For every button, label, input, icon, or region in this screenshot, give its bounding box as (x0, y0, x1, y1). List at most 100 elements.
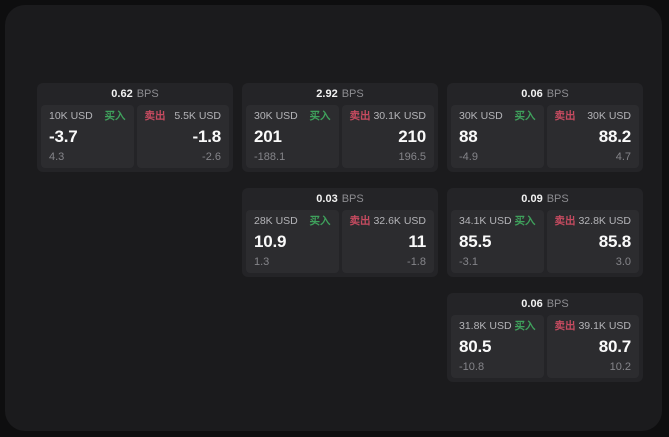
buy-notional: 34.1K USD (459, 215, 512, 227)
sell-pane[interactable]: 卖出 30.1K USD 210 196.5 (341, 105, 434, 168)
quote-card: 0.62 BPS 10K USD 买入 -3.7 4.3 卖出 5.5K USD… (37, 83, 233, 172)
buy-delta: 1.3 (254, 255, 270, 268)
sell-side-label: 卖出 (349, 110, 371, 122)
bps-unit-label: BPS (341, 88, 364, 100)
card-body: 34.1K USD 买入 85.5 -3.1 卖出 32.8K USD 85.8… (447, 207, 643, 277)
sell-pane[interactable]: 卖出 39.1K USD 80.7 10.2 (546, 315, 639, 378)
sell-notional: 5.5K USD (174, 110, 221, 122)
buy-price: 10.9 (254, 231, 287, 251)
bps-value: 0.06 (521, 88, 543, 100)
card-body: 30K USD 买入 88 -4.9 卖出 30K USD 88.2 4.7 (447, 102, 643, 172)
card-header: 0.09 BPS (447, 188, 643, 207)
buy-side-label: 买入 (104, 110, 126, 122)
buy-delta: 4.3 (49, 150, 65, 163)
buy-pane[interactable]: 10K USD 买入 -3.7 4.3 (41, 105, 134, 168)
sell-notional: 30K USD (587, 110, 631, 122)
cards-grid: 0.62 BPS 10K USD 买入 -3.7 4.3 卖出 5.5K USD… (37, 83, 643, 382)
buy-side-label: 买入 (514, 320, 536, 332)
buy-price: -3.7 (49, 126, 78, 146)
buy-notional: 30K USD (254, 110, 298, 122)
buy-delta: -188.1 (254, 150, 286, 163)
bps-value: 0.09 (521, 193, 543, 205)
sell-side-label: 卖出 (144, 110, 166, 122)
buy-pane[interactable]: 31.8K USD 买入 80.5 -10.8 (451, 315, 544, 378)
buy-pane-header: 34.1K USD 买入 (459, 215, 536, 228)
buy-notional: 31.8K USD (459, 320, 512, 332)
quote-card: 2.92 BPS 30K USD 买入 201 -188.1 卖出 30.1K … (242, 83, 438, 172)
buy-delta: -4.9 (459, 150, 478, 163)
buy-pane[interactable]: 30K USD 买入 88 -4.9 (451, 105, 544, 168)
sell-side-label: 卖出 (554, 110, 576, 122)
bps-unit-label: BPS (136, 88, 159, 100)
sell-pane[interactable]: 卖出 30K USD 88.2 4.7 (546, 105, 639, 168)
bps-unit-label: BPS (341, 193, 364, 205)
card-header: 0.06 BPS (447, 293, 643, 312)
quote-card: 0.06 BPS 30K USD 买入 88 -4.9 卖出 30K USD 8… (447, 83, 643, 172)
sell-pane[interactable]: 卖出 32.6K USD 11 -1.8 (341, 210, 434, 273)
sell-price: -1.8 (192, 126, 222, 146)
bps-value: 0.06 (521, 298, 543, 310)
card-body: 10K USD 买入 -3.7 4.3 卖出 5.5K USD -1.8 -2.… (37, 102, 233, 172)
sell-delta: 4.7 (615, 150, 631, 163)
buy-notional: 30K USD (459, 110, 503, 122)
sell-notional: 39.1K USD (578, 320, 631, 332)
sell-pane-header: 卖出 32.8K USD (554, 215, 632, 228)
sell-pane-header: 卖出 32.6K USD (349, 215, 427, 228)
sell-pane-header: 卖出 30K USD (554, 110, 632, 123)
buy-pane[interactable]: 30K USD 买入 201 -188.1 (246, 105, 339, 168)
buy-pane-header: 30K USD 买入 (254, 110, 331, 123)
sell-side-label: 卖出 (554, 215, 576, 227)
buy-pane-header: 30K USD 买入 (459, 110, 536, 123)
buy-side-label: 买入 (309, 215, 331, 227)
sell-price: 11 (408, 231, 426, 251)
card-body: 30K USD 买入 201 -188.1 卖出 30.1K USD 210 1… (242, 102, 438, 172)
buy-price: 88 (459, 126, 478, 146)
sell-notional: 30.1K USD (373, 110, 426, 122)
buy-pane-header: 28K USD 买入 (254, 215, 331, 228)
sell-delta: 10.2 (609, 360, 631, 373)
sell-notional: 32.8K USD (578, 215, 631, 227)
buy-delta: -10.8 (459, 360, 485, 373)
buy-side-label: 买入 (309, 110, 331, 122)
trading-panel: 0.62 BPS 10K USD 买入 -3.7 4.3 卖出 5.5K USD… (5, 5, 662, 431)
quote-card: 0.06 BPS 31.8K USD 买入 80.5 -10.8 卖出 39.1… (447, 293, 643, 382)
buy-side-label: 买入 (514, 110, 536, 122)
quote-card: 0.03 BPS 28K USD 买入 10.9 1.3 卖出 32.6K US… (242, 188, 438, 277)
card-body: 31.8K USD 买入 80.5 -10.8 卖出 39.1K USD 80.… (447, 312, 643, 382)
sell-delta: 3.0 (615, 255, 631, 268)
sell-pane[interactable]: 卖出 32.8K USD 85.8 3.0 (546, 210, 639, 273)
bps-value: 0.62 (111, 88, 133, 100)
sell-price: 80.7 (598, 336, 631, 356)
sell-pane[interactable]: 卖出 5.5K USD -1.8 -2.6 (136, 105, 229, 168)
buy-delta: -3.1 (459, 255, 478, 268)
sell-pane-header: 卖出 39.1K USD (554, 320, 632, 333)
bps-unit-label: BPS (546, 193, 569, 205)
card-header: 0.03 BPS (242, 188, 438, 207)
sell-delta: 196.5 (398, 150, 426, 163)
card-header: 0.06 BPS (447, 83, 643, 102)
buy-price: 201 (254, 126, 282, 146)
sell-price: 210 (398, 126, 426, 146)
sell-side-label: 卖出 (349, 215, 371, 227)
buy-side-label: 买入 (514, 215, 536, 227)
buy-notional: 28K USD (254, 215, 298, 227)
buy-price: 80.5 (459, 336, 492, 356)
sell-price: 88.2 (598, 126, 631, 146)
card-body: 28K USD 买入 10.9 1.3 卖出 32.6K USD 11 -1.8 (242, 207, 438, 277)
card-header: 2.92 BPS (242, 83, 438, 102)
buy-pane[interactable]: 28K USD 买入 10.9 1.3 (246, 210, 339, 273)
sell-side-label: 卖出 (554, 320, 576, 332)
card-header: 0.62 BPS (37, 83, 233, 102)
buy-pane-header: 31.8K USD 买入 (459, 320, 536, 333)
sell-pane-header: 卖出 5.5K USD (144, 110, 222, 123)
sell-pane-header: 卖出 30.1K USD (349, 110, 427, 123)
sell-notional: 32.6K USD (373, 215, 426, 227)
sell-delta: -2.6 (202, 150, 221, 163)
buy-pane-header: 10K USD 买入 (49, 110, 126, 123)
buy-notional: 10K USD (49, 110, 93, 122)
sell-price: 85.8 (598, 231, 631, 251)
bps-unit-label: BPS (546, 88, 569, 100)
buy-pane[interactable]: 34.1K USD 买入 85.5 -3.1 (451, 210, 544, 273)
bps-value: 2.92 (316, 88, 338, 100)
quote-card: 0.09 BPS 34.1K USD 买入 85.5 -3.1 卖出 32.8K… (447, 188, 643, 277)
